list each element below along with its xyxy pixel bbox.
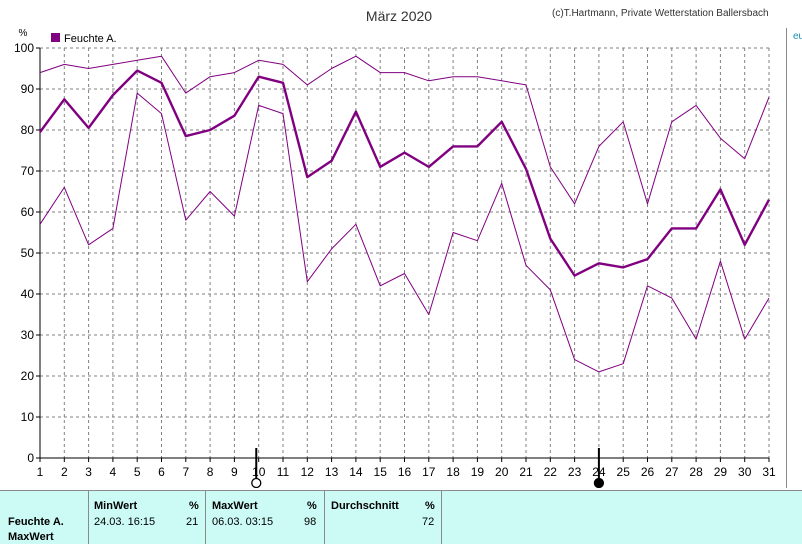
x-tick-label: 22 (544, 465, 558, 479)
max-unit: % (307, 500, 317, 512)
min-header: MinWert (94, 500, 138, 512)
stats-table: MinWert % MaxWert % Durchschnitt % Feuch… (0, 490, 802, 544)
y-tick-label: 0 (27, 451, 34, 465)
y-tick-label: 50 (21, 246, 35, 260)
x-tick-label: 31 (762, 465, 776, 479)
stats-divider (324, 491, 325, 544)
x-tick-label: 9 (231, 465, 238, 479)
max-header: MaxWert (212, 500, 258, 512)
y-tick-label: 60 (21, 205, 35, 219)
y-tick-label: 80 (21, 123, 35, 137)
max-value: 98 (304, 516, 317, 528)
right-panel-strip: eu (786, 28, 802, 488)
series-line-envelope (39, 55, 770, 205)
x-tick-label: 19 (471, 465, 485, 479)
stats-row-label: Feuchte A. (8, 516, 64, 528)
x-tick-label: 29 (714, 465, 728, 479)
stats-row-label-2: MaxWert (8, 531, 54, 543)
x-tick-label: 14 (349, 465, 363, 479)
y-tick-label: 40 (21, 287, 35, 301)
min-time: 24.03. 16:15 (94, 516, 156, 528)
x-tick-label: 6 (158, 465, 165, 479)
x-tick-label: 4 (110, 465, 117, 479)
new-moon-icon (593, 477, 605, 488)
x-tick-label: 17 (422, 465, 436, 479)
x-tick-label: 23 (568, 465, 582, 479)
x-tick-label: 10 (252, 465, 266, 479)
chart-title: März 2020 (366, 8, 432, 24)
x-tick-label: 3 (85, 465, 92, 479)
x-tick-label: 1 (37, 465, 44, 479)
y-tick-label: 20 (21, 369, 35, 383)
min-value: 21 (186, 516, 199, 528)
x-tick-label: 7 (182, 465, 189, 479)
x-tick-label: 21 (519, 465, 533, 479)
x-tick-label: 15 (374, 465, 388, 479)
x-tick-label: 30 (738, 465, 752, 479)
x-tick-label: 2 (61, 465, 68, 479)
avg-header: Durchschnitt (331, 500, 399, 512)
avg-value: 72 (422, 516, 435, 528)
x-tick-label: 16 (398, 465, 412, 479)
y-tick-label: 30 (21, 328, 35, 342)
x-tick-label: 26 (641, 465, 655, 479)
full-moon-icon (251, 477, 262, 488)
x-tick-label: 11 (277, 465, 290, 479)
y-tick-label: 70 (21, 164, 35, 178)
stats-divider (88, 491, 89, 544)
series-line-envelope (39, 92, 770, 373)
chart-credit: (c)T.Hartmann, Private Wetterstation Bal… (552, 8, 769, 19)
x-tick-label: 25 (617, 465, 631, 479)
avg-unit: % (425, 500, 435, 512)
y-tick-label: 100 (14, 41, 34, 55)
max-time: 06.03. 03:15 (212, 516, 274, 528)
series-line-mean (39, 69, 771, 277)
legend-swatch (51, 33, 60, 42)
x-tick-label: 13 (325, 465, 339, 479)
y-tick-label: 90 (21, 82, 35, 96)
x-tick-label: 12 (301, 465, 315, 479)
right-panel-text-fragment: eu (793, 31, 802, 42)
stats-divider (441, 491, 442, 544)
stats-divider (205, 491, 206, 544)
x-tick-label: 5 (134, 465, 141, 479)
y-tick-label: 10 (21, 410, 35, 424)
min-unit: % (189, 500, 199, 512)
x-tick-label: 27 (665, 465, 679, 479)
x-tick-label: 20 (495, 465, 509, 479)
x-tick-label: 18 (446, 465, 460, 479)
legend-label: Feuchte A. (64, 33, 117, 45)
y-axis-unit: % (19, 28, 28, 39)
x-tick-label: 8 (207, 465, 214, 479)
x-tick-label: 28 (689, 465, 703, 479)
